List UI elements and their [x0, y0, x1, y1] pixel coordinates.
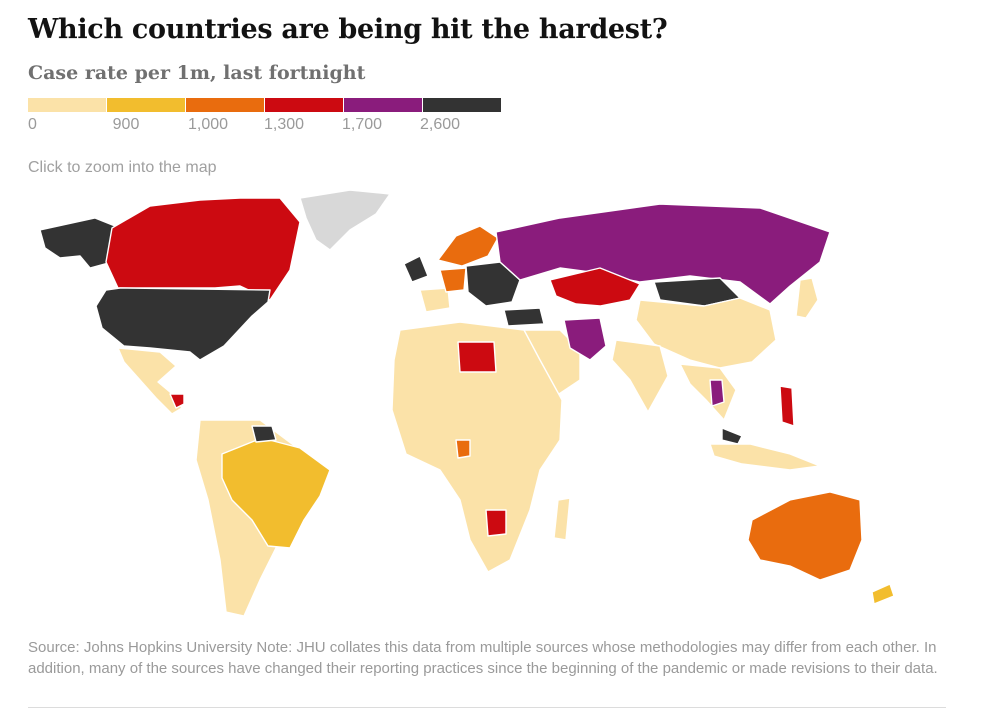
region-africa[interactable] [391, 321, 563, 573]
region-australia[interactable] [747, 491, 863, 581]
region-philippines[interactable] [779, 385, 795, 427]
legend-tick-1700: 1,700 [341, 116, 383, 133]
region-new-zealand[interactable] [871, 583, 895, 605]
region-canada[interactable] [105, 197, 301, 301]
region-japan[interactable] [795, 277, 819, 319]
region-iran[interactable] [563, 317, 607, 361]
legend-ticks: 0 900 1,000 1,300 1,700 2,600 [28, 116, 548, 138]
region-gabon[interactable] [455, 439, 471, 459]
legend-swatch-2 [107, 98, 185, 112]
region-thailand[interactable] [709, 379, 725, 407]
legend-tick-1300: 1,300 [263, 116, 305, 133]
legend-swatch-1 [28, 98, 106, 112]
region-india[interactable] [611, 339, 669, 413]
legend-swatch-3 [186, 98, 264, 112]
region-western-europe[interactable] [439, 267, 467, 293]
region-mexico-central-america[interactable] [117, 347, 183, 415]
chart-title: Which countries are being hit the hardes… [28, 14, 668, 45]
region-usa[interactable] [95, 287, 271, 361]
legend-color-scale [28, 98, 502, 112]
region-uk-ireland[interactable] [403, 255, 429, 283]
region-brazil[interactable] [221, 437, 331, 549]
legend-tick-0: 0 [28, 116, 37, 133]
region-greenland[interactable] [299, 189, 391, 251]
zoom-hint: Click to zoom into the map [28, 159, 217, 176]
world-map[interactable] [0, 188, 1000, 628]
region-china[interactable] [635, 297, 777, 369]
chart-subtitle: Case rate per 1m, last fortnight [28, 62, 366, 84]
bottom-divider [28, 707, 946, 708]
legend-swatch-6 [423, 98, 501, 112]
region-malaysia[interactable] [721, 427, 743, 445]
region-indonesia[interactable] [709, 443, 821, 471]
region-central-america-hotspot[interactable] [169, 393, 185, 409]
region-turkey[interactable] [503, 307, 545, 327]
region-botswana[interactable] [485, 509, 507, 537]
region-madagascar[interactable] [553, 497, 571, 541]
legend-tick-2600: 2,600 [419, 116, 461, 133]
legend-tick-1000: 1,000 [187, 116, 229, 133]
legend-swatch-5 [344, 98, 422, 112]
region-scandinavia[interactable] [437, 225, 499, 267]
region-libya[interactable] [457, 341, 497, 373]
region-alaska[interactable] [39, 217, 121, 269]
region-kazakhstan[interactable] [549, 267, 641, 307]
region-southeast-asia[interactable] [679, 363, 737, 421]
legend-swatch-4 [265, 98, 343, 112]
region-russia[interactable] [495, 203, 831, 305]
region-iberia[interactable] [419, 287, 451, 313]
region-guianas[interactable] [251, 425, 277, 443]
source-footnote: Source: Johns Hopkins University Note: J… [28, 639, 938, 677]
legend-tick-900: 900 [112, 116, 140, 133]
